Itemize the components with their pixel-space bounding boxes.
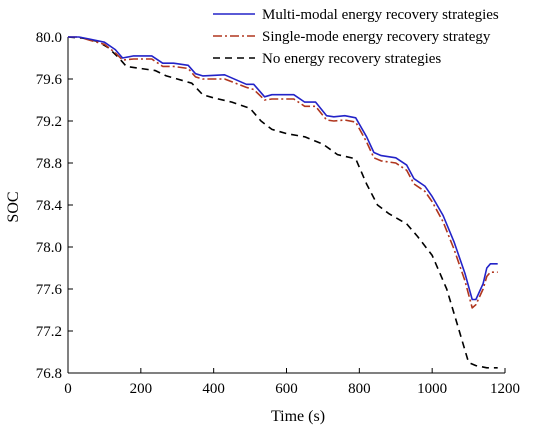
x-tick-label: 800: [348, 381, 371, 397]
axes: 0 200 400 600 800 1000 1200 76.8 77.2 77.6 78.0 78.…: [36, 30, 520, 397]
x-tick-label: 400: [202, 381, 225, 397]
legend-label: Single-mode energy recovery strategy: [262, 29, 491, 45]
y-tick-label: 79.2: [36, 114, 62, 130]
y-tick-label: 79.6: [36, 72, 63, 88]
y-tick-label: 77.6: [36, 282, 63, 298]
x-tick-label: 0: [64, 381, 72, 397]
x-tick-label: 1000: [417, 381, 447, 397]
series-layer: [67, 36, 498, 369]
legend-label: Multi-modal energy recovery strategies: [262, 7, 499, 23]
x-axis-label: Time (s): [271, 408, 325, 425]
series-line-1: [68, 36, 498, 309]
x-tick-label: 200: [130, 381, 153, 397]
y-tick-label: 78.4: [36, 198, 63, 214]
legend-label: No energy recovery strategies: [262, 51, 441, 67]
y-tick-label: 80.0: [36, 30, 62, 46]
y-tick-label: 77.2: [36, 324, 62, 340]
series-line-0: [68, 36, 498, 301]
x-tick-label: 1200: [490, 381, 520, 397]
y-tick-label: 78.8: [36, 156, 62, 172]
y-axis-label: SOC: [5, 191, 22, 222]
series-line-2: [67, 36, 498, 369]
x-tick-label: 600: [275, 381, 298, 397]
y-tick-label: 76.8: [36, 366, 62, 382]
y-tick-label: 78.0: [36, 240, 62, 256]
legend: Multi-modal energy recovery strategies Si…: [213, 7, 499, 67]
